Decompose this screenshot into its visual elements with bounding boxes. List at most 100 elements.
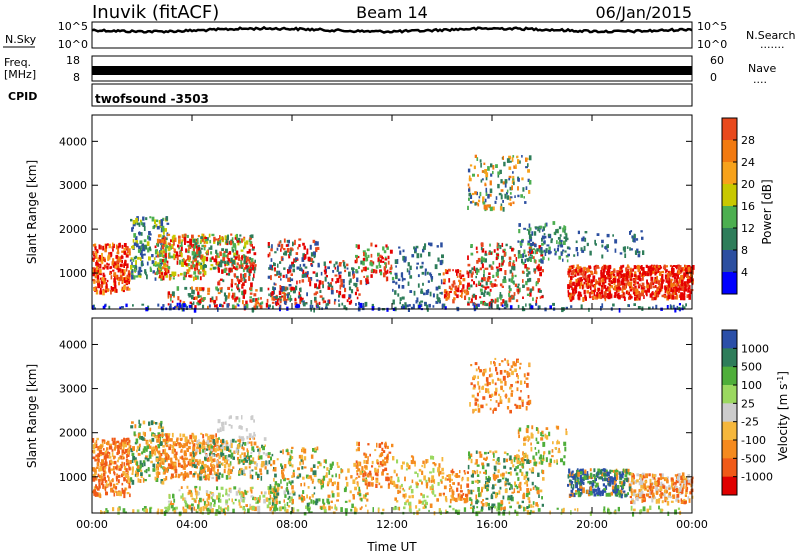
echo-cell <box>587 280 590 286</box>
echo-cell <box>262 446 265 451</box>
echo-cell <box>243 245 247 249</box>
echo-cell <box>500 179 503 184</box>
echo-cell <box>407 502 411 506</box>
echo-cell <box>674 296 677 300</box>
echo-cell <box>676 305 679 310</box>
echo-cell <box>685 303 687 307</box>
echo-cell <box>165 245 169 249</box>
echo-cell <box>280 289 283 292</box>
echo-cell <box>99 268 102 274</box>
echo-cell <box>435 300 439 304</box>
echo-cell <box>277 483 280 487</box>
echo-cell <box>290 449 293 454</box>
echo-cell <box>584 231 588 234</box>
echo-cell <box>238 288 241 293</box>
echo-cell <box>220 486 224 490</box>
echo-cell <box>520 245 522 248</box>
echo-cell <box>326 467 329 471</box>
echo-cell <box>534 270 536 274</box>
echo-cell <box>572 281 575 286</box>
echo-cell <box>635 296 639 301</box>
echo-cell <box>149 439 152 442</box>
echo-cell <box>194 471 197 475</box>
echo-cell <box>112 461 114 465</box>
echo-cell <box>344 287 347 293</box>
echo-cell <box>478 282 480 286</box>
echo-cell <box>553 248 556 252</box>
echo-cell <box>265 497 269 502</box>
echo-cell <box>431 484 434 489</box>
echo-cell <box>165 237 168 241</box>
echo-cell <box>175 443 178 447</box>
echo-cell <box>104 477 106 481</box>
echo-cell <box>186 485 189 489</box>
echo-cell <box>618 270 622 275</box>
echo-cell <box>173 466 176 469</box>
echo-cell <box>534 226 538 229</box>
echo-cell <box>298 280 301 284</box>
echo-cell <box>523 227 527 230</box>
echo-cell <box>426 495 429 498</box>
nave-label: Nave <box>748 62 776 75</box>
echo-cell <box>441 467 444 472</box>
echo-cell <box>580 304 583 309</box>
echo-cell <box>156 242 158 246</box>
echo-cell <box>97 458 100 463</box>
echo-cell <box>139 479 142 483</box>
echo-cell <box>600 275 603 279</box>
echo-cell <box>202 269 205 272</box>
echo-cell <box>221 304 224 308</box>
echo-cell <box>218 238 220 241</box>
echo-cell <box>257 505 261 511</box>
echo-cell <box>418 479 422 482</box>
echo-cell <box>410 306 414 310</box>
echo-cell <box>362 258 366 262</box>
echo-cell <box>122 272 125 276</box>
echo-cell <box>253 293 257 297</box>
echo-cell <box>160 453 163 457</box>
echo-cell <box>203 264 206 268</box>
echo-cell <box>219 262 223 268</box>
echo-cell <box>104 289 108 293</box>
echo-cell <box>145 271 147 276</box>
nsky-trace <box>91 25 693 34</box>
echo-cell <box>603 285 607 289</box>
echo-cell <box>482 257 485 263</box>
echo-cell <box>587 275 590 279</box>
echo-cell <box>145 455 148 459</box>
echo-cell <box>216 486 219 491</box>
echo-cell <box>325 306 328 310</box>
echo-cell <box>175 455 177 459</box>
echo-cell <box>146 241 150 247</box>
echo-cell <box>217 468 219 472</box>
echo-cell <box>678 294 681 298</box>
echo-cell <box>565 237 569 241</box>
echo-cell <box>488 292 491 297</box>
echo-cell <box>286 482 289 487</box>
echo-cell <box>595 296 597 299</box>
echo-cell <box>651 267 655 271</box>
echo-cell <box>413 290 416 296</box>
echo-cell <box>172 253 176 259</box>
echo-cell <box>468 297 471 301</box>
echo-cell <box>165 467 168 472</box>
echo-cell <box>210 448 213 452</box>
echo-cell <box>285 244 289 247</box>
echo-cell <box>567 290 570 293</box>
echo-cell <box>128 276 131 282</box>
echo-cell <box>175 457 178 461</box>
echo-cell <box>201 446 204 450</box>
echo-cell <box>332 270 335 273</box>
echo-cell <box>235 416 239 420</box>
echo-cell <box>436 498 439 502</box>
echo-cell <box>352 479 356 484</box>
echo-cell <box>194 485 198 489</box>
echo-cell <box>209 297 212 303</box>
echo-cell <box>374 467 377 473</box>
echo-cell <box>114 264 118 269</box>
echo-cell <box>187 439 190 443</box>
echo-cell <box>193 254 195 258</box>
echo-cell <box>508 297 512 303</box>
echo-cell <box>148 231 151 236</box>
echo-cell <box>641 267 644 271</box>
